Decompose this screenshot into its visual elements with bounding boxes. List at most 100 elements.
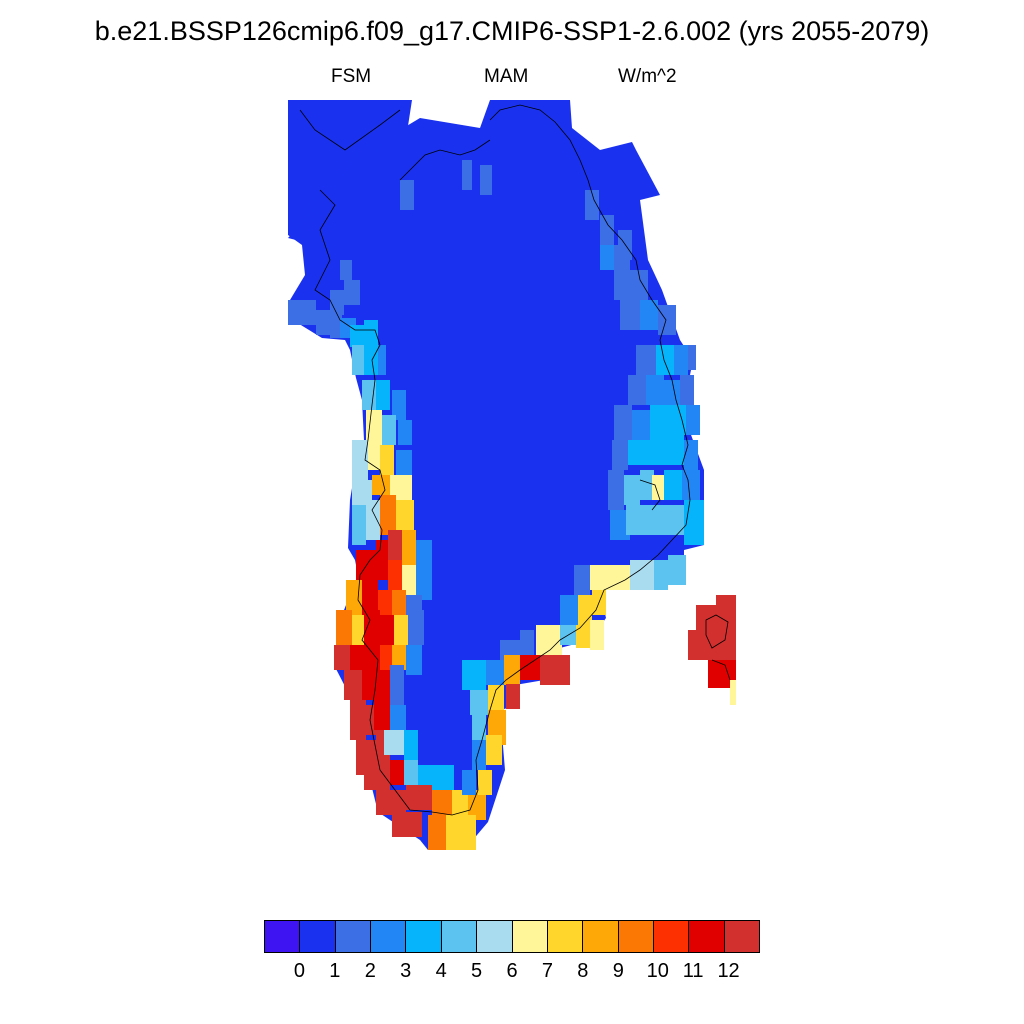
map-cell (366, 640, 380, 670)
map-title: b.e21.BSSP126cmip6.f09_g17.CMIP6-SSP1-2.… (94, 16, 930, 46)
colorbar-swatch (547, 921, 584, 952)
map-cell (362, 380, 376, 410)
map-cell (364, 320, 378, 345)
colorbar-tick-label: 7 (541, 960, 553, 982)
map-cell (356, 550, 376, 580)
season-label: MAM (484, 66, 529, 87)
colorbar-swatch (265, 921, 301, 952)
map-cell (688, 630, 708, 660)
coastline-segment (314, 104, 691, 816)
map-cell (624, 475, 640, 505)
map-cell (380, 645, 392, 670)
map-cell (560, 620, 576, 645)
coastline-segment (299, 109, 401, 151)
colorbar-tick-label: 1 (329, 960, 341, 982)
map-cell (600, 245, 614, 270)
map-cell (520, 655, 540, 680)
map-cell (626, 505, 646, 535)
colorbar-tick-label: 6 (506, 960, 518, 982)
colorbar-swatch (335, 921, 372, 952)
map-cell (418, 765, 434, 790)
map-cell (480, 165, 492, 195)
map-cell (366, 410, 382, 445)
map-cell (536, 625, 562, 655)
map-cell (640, 470, 654, 500)
map-cell (288, 300, 316, 325)
map-cell (374, 700, 390, 730)
map-cell (610, 510, 630, 540)
map-cell (608, 470, 624, 510)
coastline-segment (399, 139, 491, 181)
map-cell (600, 215, 614, 245)
map-cell (384, 730, 404, 755)
map-cell (380, 495, 396, 535)
map-cell (392, 645, 406, 670)
colorbar-tick-label: 12 (717, 960, 740, 982)
map-cell (402, 565, 416, 595)
map-cell (414, 510, 432, 545)
map-cell (612, 440, 628, 470)
map-cell (350, 645, 366, 670)
colorbar-swatch (583, 921, 619, 952)
map-cell (368, 440, 380, 470)
map-cell (406, 645, 422, 675)
colorbar-swatch (512, 921, 548, 952)
map-cell (472, 710, 486, 740)
map-cell (590, 565, 606, 590)
coastline (299, 104, 731, 816)
colorbar (264, 920, 760, 953)
map-cell (606, 565, 630, 590)
colorbar-tick-label: 10 (646, 960, 669, 982)
colorbar-swatch (724, 921, 760, 952)
map-cell (362, 665, 376, 700)
map-cell (462, 160, 472, 190)
map-cell (684, 440, 698, 470)
coastline-segment (705, 614, 729, 649)
map-cell (376, 380, 390, 410)
colorbar-tick-label: 8 (577, 960, 589, 982)
map-cell (380, 445, 394, 475)
map-cell (388, 560, 402, 590)
map-cell (504, 655, 520, 685)
map-cell (376, 670, 390, 700)
map-cell (560, 655, 570, 685)
map-cell (472, 740, 486, 770)
map-cell (434, 765, 454, 790)
colorbar-tick-label: 4 (435, 960, 447, 982)
map-cell (686, 405, 700, 435)
colorbar-tick-label: 9 (612, 960, 624, 982)
map-cell (382, 415, 396, 445)
map-cell (585, 190, 599, 220)
map-cell (590, 620, 604, 650)
map-cell (390, 760, 404, 785)
map-cell (646, 505, 664, 535)
map-cell (488, 685, 504, 715)
map-cell (350, 700, 366, 740)
map-cell (376, 540, 388, 580)
map-cell (392, 812, 422, 837)
map-cell (352, 505, 366, 545)
map-cell (478, 770, 492, 795)
map-cell (446, 815, 460, 850)
map-cell (364, 760, 390, 790)
map-cell (400, 180, 414, 210)
colorbar-tick-label: 0 (293, 960, 305, 982)
map-cell (630, 560, 654, 590)
coastline-segment (639, 479, 661, 511)
map-cell (344, 670, 362, 700)
map-cell (428, 815, 446, 850)
map-cell (662, 380, 682, 405)
map-cell (380, 615, 394, 645)
map-cell (684, 500, 704, 545)
map-cell (668, 555, 686, 585)
map-cell (352, 615, 364, 645)
map-cell (654, 560, 668, 590)
colorbar-swatch (300, 921, 336, 952)
colorbar-tick-label: 5 (471, 960, 483, 982)
map-grid-cells (288, 100, 736, 850)
colorbar-swatch (371, 921, 407, 952)
map-cell (460, 815, 476, 850)
map-cell (628, 375, 646, 405)
map-cell (716, 595, 736, 635)
